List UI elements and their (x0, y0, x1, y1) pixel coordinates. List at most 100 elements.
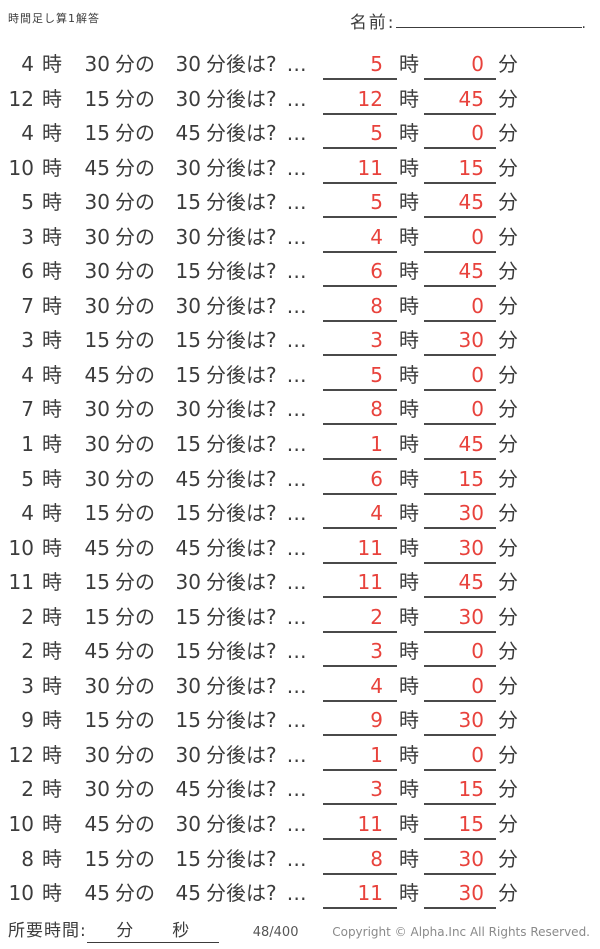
answer-hour-blank: 11 (323, 536, 397, 564)
hour-unit-label: 時 (42, 190, 62, 215)
answer-hour-blank: 6 (323, 259, 397, 288)
problem-row: 10 時 45 分の 30 分後は? … 11 時 15 分 (0, 808, 600, 843)
answer-minute-blank: 30 (424, 501, 496, 530)
question-minute: 30 (84, 293, 110, 318)
question: 2 時 15 分の 15 分後は? … (0, 601, 323, 630)
ellipsis: … (286, 155, 307, 180)
hour-unit-label: 時 (42, 639, 62, 664)
minute-of-label: 分の (115, 190, 155, 215)
question-minute: 30 (84, 190, 110, 215)
minute-unit-label: 分 (498, 881, 518, 906)
question-added-minutes: 15 (175, 432, 201, 457)
question: 11 時 15 分の 30 分後は? … (0, 566, 323, 595)
answer: 9 時 30 分 (323, 704, 518, 737)
question: 4 時 15 分の 15 分後は? … (0, 497, 323, 526)
answer-hour-blank: 6 (323, 467, 397, 495)
problem-row: 12 時 15 分の 30 分後は? … 12 時 45 分 (0, 83, 600, 118)
minute-of-label: 分の (115, 362, 155, 387)
question-minute: 45 (84, 362, 110, 387)
question-added-minutes: 30 (175, 86, 201, 111)
ellipsis: … (286, 397, 307, 422)
after-label: 分後は? (206, 362, 277, 387)
question-minute: 45 (84, 812, 110, 837)
hour-unit-label: 時 (399, 742, 419, 767)
question-hour: 3 (21, 673, 34, 698)
answer-hour-blank: 5 (323, 363, 397, 391)
minute-unit-label: 分 (498, 501, 518, 526)
answer: 6 時 15 分 (323, 463, 518, 495)
problem-row: 12 時 30 分の 30 分後は? … 1 時 0 分 (0, 739, 600, 774)
minute-unit-label: 分 (498, 570, 518, 595)
minute-unit-label: 分 (498, 190, 518, 215)
minute-of-label: 分の (115, 293, 155, 318)
question-added-minutes: 30 (175, 52, 201, 76)
question-minute: 30 (84, 432, 110, 457)
question-added-minutes: 15 (175, 604, 201, 629)
hour-unit-label: 時 (42, 812, 62, 837)
answer-hour-blank: 4 (323, 225, 397, 253)
answer-minute-blank: 30 (424, 605, 496, 633)
answer-hour-blank: 1 (323, 432, 397, 461)
minute-of-label: 分の (115, 259, 155, 284)
after-label: 分後は? (206, 224, 277, 249)
sheet-title: 時間足し算1解答 (8, 12, 100, 25)
question: 4 時 30 分の 30 分後は? … (0, 48, 323, 77)
after-label: 分後は? (206, 501, 277, 526)
answer: 6 時 45 分 (323, 255, 518, 288)
ellipsis: … (286, 86, 307, 111)
answer: 8 時 30 分 (323, 843, 518, 875)
hour-unit-label: 時 (399, 466, 419, 491)
after-label: 分後は? (206, 639, 277, 664)
problem-list: 4 時 30 分の 30 分後は? … 5 時 0 分 12 時 15 分の 3… (0, 44, 600, 912)
minute-of-label: 分の (115, 812, 155, 837)
question-added-minutes: 15 (175, 259, 201, 284)
elapsed-time-blank: 分 秒 (86, 916, 219, 943)
problem-row: 2 時 30 分の 45 分後は? … 3 時 15 分 (0, 773, 600, 808)
after-label: 分後は? (206, 604, 277, 629)
after-label: 分後は? (206, 777, 277, 802)
answer-minute-blank: 45 (424, 190, 496, 219)
hour-unit-label: 時 (399, 397, 419, 422)
answer-minute-blank: 0 (424, 225, 496, 253)
problem-row: 1 時 30 分の 15 分後は? … 1 時 45 分 (0, 428, 600, 463)
ellipsis: … (286, 328, 307, 353)
answer: 3 時 0 分 (323, 635, 518, 668)
question-minute: 45 (84, 535, 110, 560)
minute-of-label: 分の (115, 432, 155, 457)
question-minute: 15 (84, 86, 110, 111)
question-hour: 2 (21, 604, 34, 629)
after-label: 分後は? (206, 86, 277, 111)
after-label: 分後は? (206, 190, 277, 215)
question: 3 時 15 分の 15 分後は? … (0, 324, 323, 353)
hour-unit-label: 時 (42, 535, 62, 560)
minute-of-label: 分の (115, 224, 155, 249)
question-hour: 3 (21, 328, 34, 353)
ellipsis: … (286, 708, 307, 733)
question: 7 時 30 分の 30 分後は? … (0, 393, 323, 422)
hour-unit-label: 時 (42, 777, 62, 802)
question-added-minutes: 45 (175, 777, 201, 802)
answer-minute-blank: 30 (424, 847, 496, 875)
question: 1 時 30 分の 15 分後は? … (0, 428, 323, 457)
after-label: 分後は? (206, 535, 277, 560)
question-added-minutes: 15 (175, 190, 201, 215)
after-label: 分後は? (206, 397, 277, 422)
question: 4 時 45 分の 15 分後は? … (0, 359, 323, 388)
question-minute: 15 (84, 604, 110, 629)
minute-of-label: 分の (115, 742, 155, 767)
problem-row: 3 時 30 分の 30 分後は? … 4 時 0 分 (0, 221, 600, 256)
hour-unit-label: 時 (399, 52, 419, 76)
minute-unit-label: 分 (498, 777, 518, 802)
minute-unit-label: 分 (498, 52, 518, 76)
hour-unit-label: 時 (42, 501, 62, 526)
question-hour: 2 (21, 639, 34, 664)
hour-unit-label: 時 (399, 190, 419, 215)
question: 5 時 30 分の 15 分後は? … (0, 186, 323, 215)
question-added-minutes: 30 (175, 293, 201, 318)
ellipsis: … (286, 777, 307, 802)
question: 7 時 30 分の 30 分後は? … (0, 290, 323, 319)
question-hour: 1 (21, 432, 34, 457)
question-hour: 8 (21, 846, 34, 871)
problem-row: 7 時 30 分の 30 分後は? … 8 時 0 分 (0, 290, 600, 325)
question-added-minutes: 15 (175, 328, 201, 353)
